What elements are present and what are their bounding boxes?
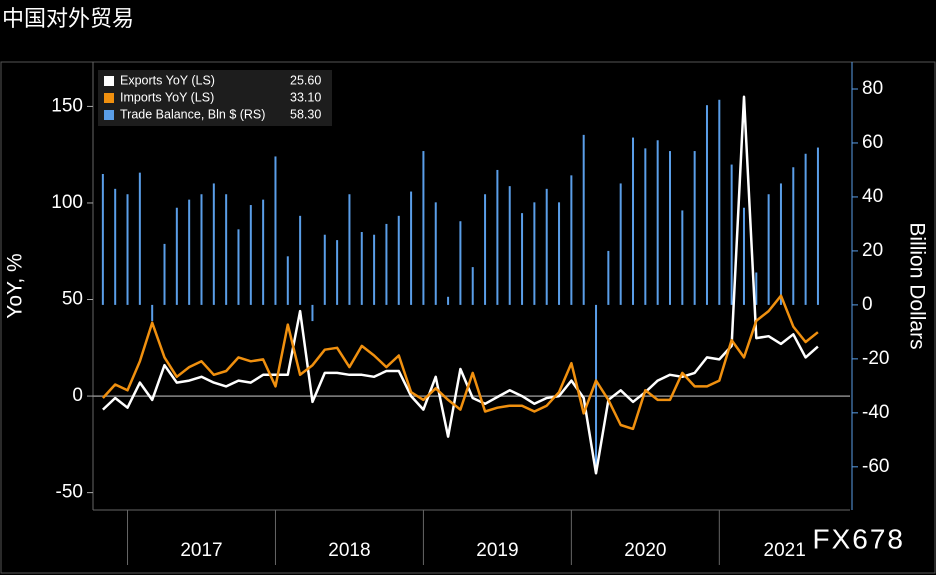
bar	[262, 199, 265, 305]
bar	[274, 156, 277, 305]
y-tick-label: 150	[51, 95, 83, 116]
legend-value: 58.30	[290, 107, 321, 121]
bar	[336, 240, 339, 305]
bar	[508, 186, 511, 305]
bar	[668, 151, 671, 305]
legend-value: 33.10	[290, 90, 321, 104]
bar	[496, 169, 499, 305]
y-tick-label: -50	[56, 482, 83, 503]
chart-title: 中国对外贸易	[2, 6, 134, 31]
bar	[385, 223, 388, 305]
bar	[114, 188, 117, 305]
bar	[705, 105, 708, 305]
bar	[126, 194, 129, 305]
bar	[163, 243, 166, 305]
bar	[767, 194, 770, 305]
x-tick-label: 2017	[180, 540, 222, 561]
bar	[471, 267, 474, 305]
bar	[533, 202, 536, 305]
legend-swatch	[104, 76, 114, 86]
legend-box	[98, 70, 332, 126]
bar	[373, 234, 376, 305]
y-tick-label: 0	[72, 385, 83, 406]
bar	[323, 234, 326, 305]
y2-tick-label: -60	[862, 456, 889, 477]
bar	[718, 99, 721, 305]
legend-label: Exports YoY (LS)	[120, 73, 215, 87]
x-tick-label: 2019	[476, 540, 518, 561]
bar	[595, 304, 598, 473]
frame	[0, 61, 936, 574]
bar	[607, 250, 610, 305]
legend-swatch	[104, 93, 114, 103]
y2-tick-label: 80	[862, 78, 883, 99]
bar	[693, 151, 696, 305]
bar	[545, 188, 548, 305]
bar	[582, 134, 585, 305]
bar	[558, 202, 561, 305]
x-tick-label: 2021	[764, 540, 806, 561]
line	[101, 294, 819, 431]
bar	[792, 167, 795, 305]
bar	[138, 172, 141, 305]
watermark: FX678	[813, 523, 906, 554]
legend-swatch	[104, 110, 114, 120]
bar	[286, 256, 289, 305]
legend-value: 25.60	[290, 73, 321, 87]
y2-tick-label: 20	[862, 240, 883, 261]
bar	[101, 174, 104, 305]
bar	[632, 137, 635, 305]
bar	[730, 164, 733, 305]
bar	[225, 194, 228, 305]
y2-tick-label: 60	[862, 132, 883, 153]
bar	[447, 296, 450, 305]
bar	[644, 148, 647, 305]
bar	[299, 215, 302, 305]
bar	[804, 153, 807, 305]
bar	[397, 215, 400, 305]
bar	[175, 207, 178, 305]
bar	[656, 140, 659, 305]
bar	[422, 151, 425, 305]
bar	[212, 183, 215, 305]
bar	[151, 304, 154, 322]
y2-tick-label: 40	[862, 186, 883, 207]
y2-tick-label: -40	[862, 402, 889, 423]
legend-label: Trade Balance, Bln $ (RS)	[120, 107, 265, 121]
bar	[188, 199, 191, 305]
bar	[249, 205, 252, 305]
bar	[521, 213, 524, 305]
line	[102, 95, 819, 475]
y-tick-label: 50	[62, 289, 83, 310]
bar	[816, 147, 819, 305]
bar	[200, 194, 203, 305]
y-tick-label: 100	[51, 192, 83, 213]
bar	[484, 194, 487, 305]
x-tick-label: 2018	[328, 540, 370, 561]
bar	[348, 194, 351, 305]
y2-axis-label: Billion Dollars	[905, 222, 928, 349]
bar	[459, 221, 462, 305]
y2-tick-label: -20	[862, 348, 889, 369]
bar	[779, 183, 782, 305]
y2-tick-label: 0	[862, 294, 873, 315]
bar	[360, 232, 363, 305]
y-axis-label: YoY, %	[4, 253, 27, 318]
bar	[742, 207, 745, 305]
bar	[755, 272, 758, 305]
bar	[681, 210, 684, 305]
bar	[619, 183, 622, 305]
bar	[237, 229, 240, 305]
bar	[410, 191, 413, 305]
bar	[311, 304, 314, 322]
bar	[570, 175, 573, 305]
legend: Exports YoY (LS) 25.60 Imports YoY (LS) 33.…	[98, 70, 332, 126]
legend-label: Imports YoY (LS)	[120, 90, 214, 104]
x-tick-label: 2020	[624, 540, 666, 561]
bar	[434, 202, 437, 305]
